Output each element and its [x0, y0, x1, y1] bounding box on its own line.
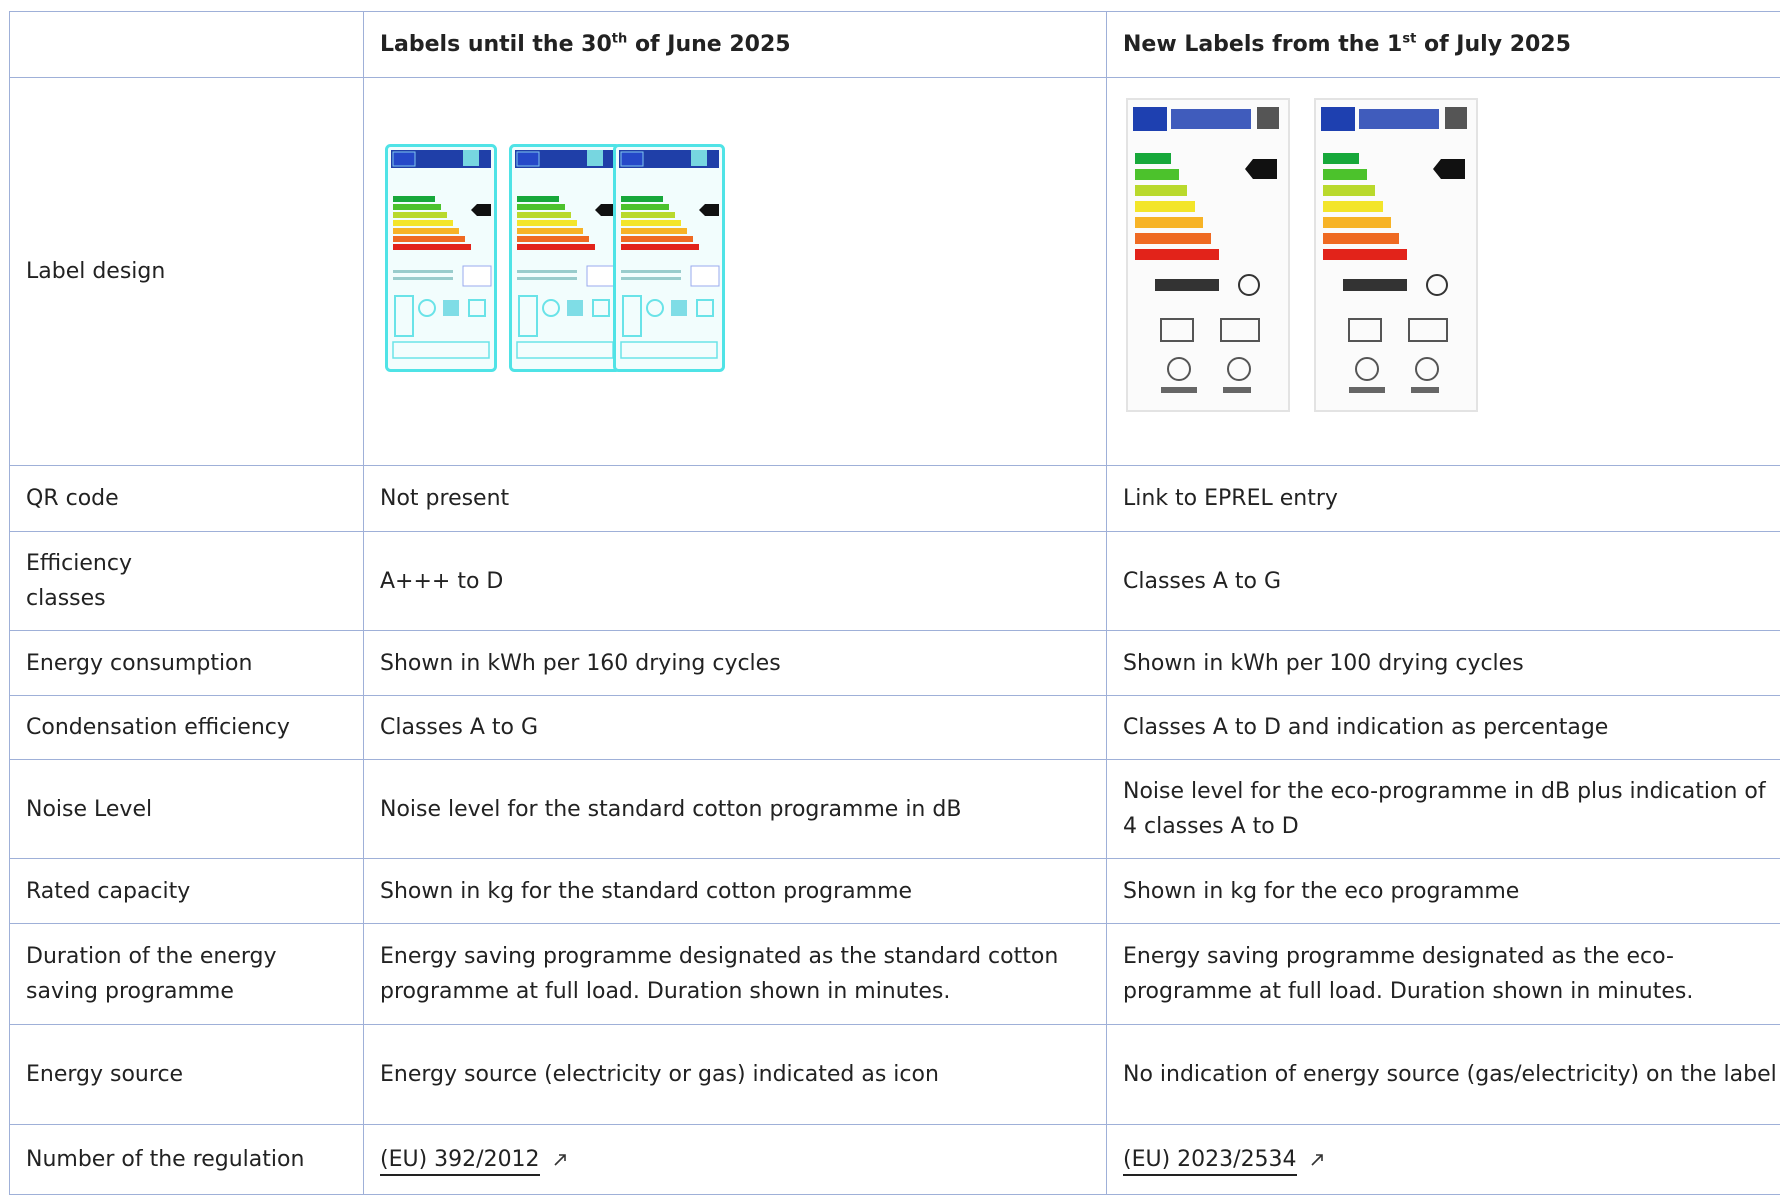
row-label: Rated capacity: [10, 859, 364, 924]
cell: Shown in kg for the eco programme: [1107, 859, 1780, 924]
row: Label design: [10, 78, 1780, 466]
regulation-link[interactable]: (EU) 2023/2534: [1123, 1147, 1297, 1176]
new-labels-image: [1125, 97, 1505, 417]
cell: (EU) 392/2012: [364, 1125, 1107, 1195]
old-labels-image: [385, 144, 725, 376]
header-text: of July 2025: [1416, 32, 1571, 57]
cell: Shown in kg for the standard cotton prog…: [364, 859, 1107, 924]
row-label: Energy consumption: [10, 631, 364, 696]
cell: Shown in kWh per 100 drying cycles: [1107, 631, 1780, 696]
cell: Classes A to G: [1107, 532, 1780, 631]
row-label: QR code: [10, 466, 364, 532]
label-image-cell: [1107, 78, 1780, 466]
row-label: Condensation efficiency: [10, 696, 364, 760]
cell: No indication of energy source (gas/elec…: [1107, 1025, 1780, 1125]
regulation-link[interactable]: (EU) 392/2012: [380, 1147, 540, 1176]
external-link-icon: [1309, 1152, 1325, 1168]
header-text: Labels until the 30: [380, 32, 612, 57]
row-label: Duration of the energy saving programme: [10, 924, 364, 1025]
cell: A+++ to D: [364, 532, 1107, 631]
cell: Energy saving programme designated as th…: [364, 924, 1107, 1025]
header-row: Labels until the 30th of June 2025 New L…: [10, 12, 1780, 78]
cell: Noise level for the standard cotton prog…: [364, 760, 1107, 859]
cell: Classes A to G: [364, 696, 1107, 760]
cell: Energy saving programme designated as th…: [1107, 924, 1780, 1025]
header-cell: Labels until the 30th of June 2025: [364, 12, 1107, 78]
row-label: Efficiency classes: [10, 532, 364, 631]
comparison-table: Labels until the 30th of June 2025 New L…: [9, 11, 1780, 1195]
header-sup: th: [612, 32, 627, 47]
header-text: New Labels from the 1: [1123, 32, 1402, 57]
row: Number of the regulation (EU) 392/2012 (…: [10, 1125, 1780, 1195]
page: Labels until the 30th of June 2025 New L…: [0, 0, 1780, 1188]
header-sup: st: [1402, 32, 1416, 47]
cell: (EU) 2023/2534: [1107, 1125, 1780, 1195]
cell: Energy source (electricity or gas) indic…: [364, 1025, 1107, 1125]
row-label: Number of the regulation: [10, 1125, 364, 1195]
row-label: Noise Level: [10, 760, 364, 859]
external-link-icon: [552, 1152, 568, 1168]
cell: Link to EPREL entry: [1107, 466, 1780, 532]
header-cell: New Labels from the 1st of July 2025: [1107, 12, 1780, 78]
header-cell: [10, 12, 364, 78]
cell: Shown in kWh per 160 drying cycles: [364, 631, 1107, 696]
row-label: Label design: [10, 78, 364, 466]
header-text: of June 2025: [627, 32, 790, 57]
row-label: Energy source: [10, 1025, 364, 1125]
cell: Noise level for the eco-programme in dB …: [1107, 760, 1780, 859]
cell: Not present: [364, 466, 1107, 532]
cell: Classes A to D and indication as percent…: [1107, 696, 1780, 760]
label-image-cell: [364, 78, 1107, 466]
